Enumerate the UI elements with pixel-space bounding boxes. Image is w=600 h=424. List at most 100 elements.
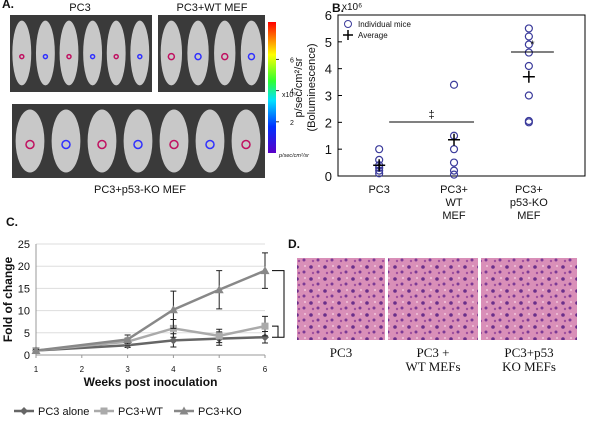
x-tick-label: PC3: [368, 184, 389, 196]
annotation: ‡: [429, 109, 435, 121]
legend-marker: [343, 30, 353, 40]
marker: [261, 333, 269, 342]
histology-image: [297, 258, 385, 340]
legend-label: PC3+WT: [118, 406, 163, 418]
group-label: PC3+WT MEF: [176, 2, 247, 14]
y-tick-label: 0: [24, 350, 30, 362]
mouse-point: [375, 145, 384, 154]
significance-bracket: [272, 270, 285, 338]
legend-label: Average: [358, 31, 388, 40]
legend-label: PC3+KO: [198, 406, 242, 418]
y-tick-label: 2: [325, 115, 332, 130]
legend-label: Individual mice: [358, 20, 411, 29]
caption: PC3+p53 KO MEFs: [502, 345, 556, 374]
mouse-point: [524, 24, 533, 33]
histology-image: [388, 258, 478, 340]
y-tick-label: 6: [325, 8, 332, 23]
caption: PC3 + WT MEFs: [405, 345, 460, 374]
mouse-point: [524, 61, 533, 71]
legend-label: PC3 alone: [38, 406, 89, 418]
x-tick-label: 6: [263, 365, 268, 374]
group-label: PC3+p53-KO MEF: [94, 184, 186, 196]
mouse: [106, 20, 126, 86]
y-tick-label: 1: [325, 142, 332, 157]
panel-label: D.: [288, 237, 300, 251]
marker: [31, 346, 41, 355]
signal: [241, 139, 251, 150]
image-frame: [10, 15, 152, 92]
y-tick-label: 0: [325, 169, 332, 184]
panel-label: A.: [2, 0, 14, 11]
x-tick-label: PC3+ p53-KO MEF: [510, 184, 548, 222]
colorbar-tick-label: 2: [290, 120, 294, 127]
y-tick-label: 3: [325, 89, 332, 104]
legend-marker: [344, 20, 352, 28]
colorbar-unit: p/sec/cm²/sr: [278, 153, 310, 159]
mouse-point: [449, 170, 459, 179]
mouse-point: [449, 166, 459, 175]
mouse-point: [524, 48, 533, 57]
marker: [123, 334, 133, 343]
signal: [97, 139, 107, 150]
colorbar-tick-label: 6: [290, 57, 294, 64]
mouse: [35, 20, 55, 86]
mouse: [83, 20, 103, 86]
signal: [169, 139, 179, 150]
signal: [167, 52, 176, 61]
mouse-images: [10, 15, 265, 178]
y-tick-label: 5: [325, 35, 332, 50]
signal: [42, 53, 49, 60]
x-tick-label: PC3+ WT MEF: [440, 184, 468, 222]
x-tick-label: 4: [171, 365, 176, 374]
x-tick-label: 5: [217, 365, 222, 374]
group-label: PC3: [69, 2, 90, 14]
colorbar-tick-label: 4: [290, 89, 294, 96]
x-tick-label: 2: [80, 365, 85, 374]
signal: [25, 139, 35, 150]
legend-marker: [179, 406, 189, 415]
histology-image: [481, 258, 577, 340]
mouse: [130, 20, 150, 86]
average-mark: [373, 159, 386, 172]
y-tick-label: 10: [18, 306, 30, 318]
panel-label: C.: [6, 215, 18, 229]
signal: [205, 139, 215, 150]
colorbar: [268, 22, 276, 153]
mouse-point: [449, 80, 459, 89]
signal: [194, 52, 202, 61]
annotation: *: [530, 39, 535, 51]
signal: [89, 53, 96, 60]
y-axis-label: p/sec/cm²/sr(Boluminescence): [293, 43, 318, 131]
y-tick-label: 4: [325, 62, 332, 77]
x-tick-label: 3: [125, 365, 130, 374]
signal: [61, 139, 71, 150]
average-mark: [522, 70, 535, 83]
average-mark: [448, 133, 461, 146]
signal: [247, 52, 256, 61]
mouse-point: [524, 116, 533, 126]
y-multiplier: x10⁶: [342, 2, 362, 13]
signal: [221, 52, 229, 61]
y-tick-label: 15: [18, 283, 30, 295]
y-tick-label: 25: [18, 239, 30, 251]
signal: [19, 53, 25, 60]
mouse-point: [524, 40, 533, 49]
legend-marker: [20, 407, 28, 415]
signal: [137, 53, 143, 60]
mouse-point: [449, 145, 459, 154]
mouse: [12, 20, 32, 86]
mouse-point: [524, 91, 533, 100]
signal: [133, 139, 143, 150]
marker: [260, 266, 270, 275]
x-tick-label: 1: [34, 365, 39, 374]
legend-marker: [100, 407, 108, 415]
mouse-point: [449, 158, 459, 167]
signal: [66, 53, 72, 60]
series-line: [35, 335, 266, 352]
panel-label: B.: [332, 1, 344, 15]
signal: [113, 53, 119, 60]
y-axis-label: Fold of change: [1, 257, 15, 343]
marker: [214, 285, 224, 294]
